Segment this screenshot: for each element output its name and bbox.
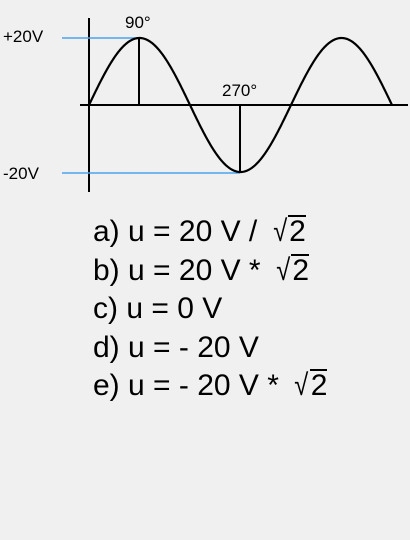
sine-wave-diagram: +20V -20V 90° 270° xyxy=(3,13,408,192)
sqrt-symbol: √2 xyxy=(272,215,306,248)
option-b-text: b) u = 20 V * xyxy=(93,253,269,287)
option-a-text: a) u = 20 V / xyxy=(93,215,266,248)
sqrt-symbol: √2 xyxy=(294,369,328,402)
option-b[interactable]: b) u = 20 V * √2 xyxy=(93,252,327,291)
amplitude-top-label: +20V xyxy=(3,27,44,46)
option-e-text: e) u = - 20 V * xyxy=(93,369,288,402)
angle-90-label: 90° xyxy=(125,13,151,32)
sqrt-symbol: √2 xyxy=(276,253,310,287)
amplitude-bottom-label: -20V xyxy=(3,164,40,183)
option-e[interactable]: e) u = - 20 V * √2 xyxy=(93,367,328,406)
sine-curve xyxy=(88,36,393,174)
option-c-text: c) u = 0 V xyxy=(93,292,223,325)
sqrt-radicand: 2 xyxy=(309,369,328,402)
angle-270-label: 270° xyxy=(222,81,257,100)
answer-options: a) u = 20 V / √2 b) u = 20 V * √2 c) u =… xyxy=(93,213,328,406)
sqrt-radicand: 2 xyxy=(291,253,310,287)
option-a[interactable]: a) u = 20 V / √2 xyxy=(93,213,327,252)
sqrt-radicand: 2 xyxy=(288,215,306,248)
option-d-text: d) u = - 20 V xyxy=(93,330,259,364)
option-d[interactable]: d) u = - 20 V xyxy=(93,329,327,368)
option-c[interactable]: c) u = 0 V xyxy=(93,290,327,329)
